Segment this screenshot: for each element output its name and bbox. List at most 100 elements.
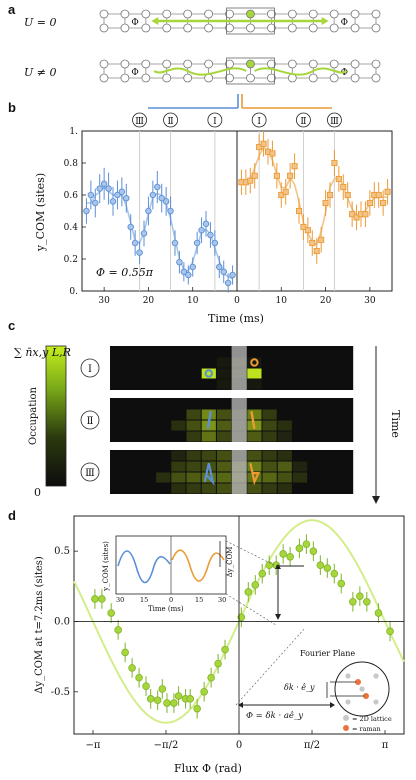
- inset-orange-curve: [171, 549, 225, 582]
- heatmap-cell: [323, 398, 338, 409]
- plot-d-points: [91, 534, 394, 719]
- heatmap-cell: [292, 368, 308, 379]
- heatmap-cell: [323, 483, 338, 494]
- heatmap-cell: [323, 379, 338, 390]
- heatmap-cell: [277, 409, 292, 420]
- panel-b: b Ⅲ Ⅱ Ⅰ Ⅰ Ⅱ Ⅲ 0. 0.2 0.4 0.6 0.8 1. 30 20 10 0 10 20 30 Φ…: [8, 100, 393, 325]
- blue-point: [140, 230, 148, 237]
- orange-point: [287, 172, 294, 179]
- blue-fit-curve: [86, 185, 233, 280]
- colorbar-min: 0: [34, 486, 41, 499]
- lattice-dot: [373, 699, 379, 705]
- heatmap-cell: [277, 483, 292, 494]
- heatmap-cell: [186, 450, 201, 461]
- heatmap-cell: [125, 431, 140, 442]
- heatmap-cell: [201, 398, 216, 409]
- plot-b-ylabel: y_COM (sites): [34, 173, 47, 252]
- roman-marker-circle: [251, 112, 267, 128]
- d-point: [163, 699, 171, 707]
- heatmap-cell: [292, 431, 308, 442]
- inset-delta-label: Δy_COM: [226, 547, 234, 578]
- d-point: [363, 597, 371, 606]
- raman-dot: [363, 693, 369, 699]
- legend-lattice-dot: [343, 715, 349, 721]
- heatmap-cell: [292, 409, 308, 420]
- lattice-site: [183, 9, 193, 19]
- d-point: [98, 595, 106, 603]
- orange-point: [256, 143, 263, 151]
- lattice-site: [266, 73, 276, 83]
- blue-point: [185, 271, 192, 279]
- blue-point: [211, 239, 219, 247]
- blue-point: [92, 199, 99, 207]
- heatmap-cell: [338, 357, 353, 368]
- blue-point: [216, 263, 223, 271]
- lattice-site: [162, 73, 172, 83]
- x-tick-label: 10: [276, 296, 288, 306]
- row2-label: U ≠ 0: [24, 66, 56, 79]
- d-point: [142, 682, 150, 690]
- heatmap-row-marker: [80, 410, 100, 430]
- blue-point: [100, 180, 108, 188]
- heatmap-cell: [125, 472, 140, 483]
- y-tick-label: 0.6: [64, 191, 79, 201]
- heatmap-cell: [323, 346, 338, 357]
- heatmap-cell: [338, 431, 353, 442]
- d-point: [207, 673, 215, 682]
- d-point: [128, 664, 136, 672]
- heatmap-cell: [171, 450, 186, 461]
- blue-point: [207, 231, 214, 239]
- lattice-dot: [345, 673, 351, 679]
- flux-phi: Φ: [131, 68, 138, 78]
- panel-c: c ∑ n̄x,y L,R Occupation 0 Ⅰ Ⅱ Ⅲ Time: [8, 318, 402, 504]
- heatmap-cell: [201, 346, 216, 357]
- heatmap-cell: [171, 357, 186, 368]
- roman-marker-circle: [132, 112, 147, 128]
- heatmap-cell: [308, 346, 323, 357]
- y-tick-label: 1.: [69, 127, 78, 137]
- roman-marker: Ⅲ: [330, 117, 339, 127]
- lattice-dot: [359, 686, 365, 692]
- heatmap-cell: [262, 483, 277, 494]
- heatmap-cell: [156, 409, 171, 420]
- heatmap-cell: [140, 450, 156, 461]
- y-tick-label: 0.8: [64, 159, 79, 169]
- plot-b-points: [83, 131, 391, 293]
- phi-eq-arrow-left: [238, 702, 243, 708]
- heatmap-cell: [323, 368, 338, 379]
- heatmap-cell: [338, 368, 353, 379]
- heatmap-row-marker: [80, 462, 100, 482]
- heatmap-cell: [140, 472, 156, 483]
- heatmap-cell: [292, 420, 308, 431]
- blue-point: [202, 220, 210, 228]
- legend-raman-dot: [343, 725, 349, 731]
- heatmap-cell: [277, 472, 292, 483]
- blue-point: [109, 198, 117, 205]
- heatmap-cell: [323, 409, 338, 420]
- d-point: [316, 561, 325, 570]
- heatmap-cell: [277, 379, 292, 390]
- heatmap-cell: [156, 379, 171, 390]
- orange-point: [344, 191, 351, 199]
- inset-tick-2: 0: [169, 596, 173, 604]
- panel-b-label: b: [8, 100, 16, 115]
- fourier-dk-label: δk · ê_y: [284, 683, 315, 692]
- orange-point: [366, 199, 373, 207]
- heatmap-cell: [125, 420, 140, 431]
- heatmap-cell: [216, 346, 232, 357]
- d-x-tick-label: −π/2: [154, 740, 179, 751]
- heatmap-cell: [277, 461, 292, 472]
- roman-marker-circle: [207, 112, 223, 128]
- heatmap-cell: [156, 398, 171, 409]
- heatmap-cell: [201, 368, 216, 379]
- blue-point: [189, 263, 196, 271]
- occupied-site: [246, 9, 255, 19]
- heatmap-row-numeral: Ⅱ: [87, 416, 94, 427]
- heatmap-cell: [262, 461, 277, 472]
- heatmap-cell: [262, 409, 277, 420]
- orange-point: [380, 199, 387, 207]
- orange-com-path: [249, 462, 261, 486]
- orange-point: [304, 227, 311, 234]
- heatmap-cell: [186, 420, 201, 431]
